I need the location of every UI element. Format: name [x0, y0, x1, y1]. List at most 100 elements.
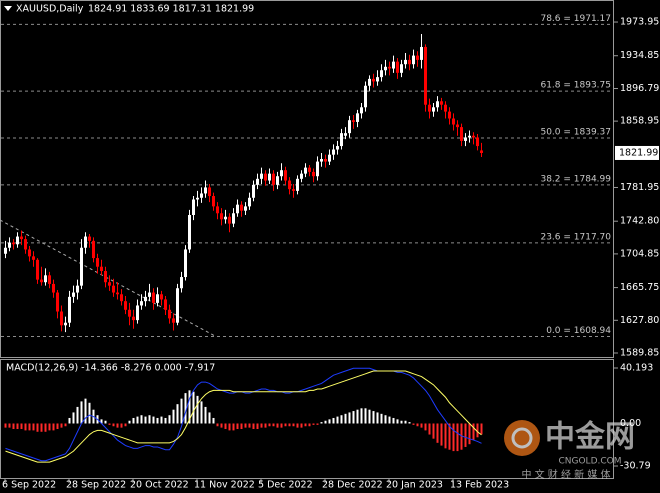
histogram-bar [172, 409, 175, 424]
candle-body [272, 173, 275, 185]
histogram-bar [84, 398, 87, 424]
candle-body [388, 66, 391, 69]
histogram-bar [380, 413, 383, 424]
candle-body [468, 135, 471, 138]
histogram-bar [276, 423, 279, 428]
candle-body [344, 133, 347, 136]
x-tick-label: 6 Sep 2022 [2, 480, 56, 491]
y-tick-label: 1742.80 [620, 216, 659, 227]
ohlc-label: 1824.91 1833.69 1817.31 1821.99 [88, 4, 254, 15]
candle-body [336, 146, 339, 150]
candle-body [268, 173, 271, 181]
histogram-bar [72, 412, 75, 424]
candle-body [292, 189, 295, 191]
histogram-bar [260, 423, 263, 428]
histogram-bar [452, 423, 455, 452]
y-tick-label: 1973.95 [620, 17, 659, 28]
histogram-bar [104, 420, 107, 424]
histogram-bar [440, 423, 443, 446]
histogram-bar [420, 423, 423, 428]
histogram-bar [240, 423, 243, 430]
candle-body [184, 249, 187, 278]
candle-body [404, 59, 407, 65]
candle-body [204, 187, 207, 194]
y-tick-label: 1704.85 [620, 248, 659, 259]
histogram-bar [192, 391, 195, 424]
candle-body [108, 282, 111, 286]
candle-body [84, 236, 87, 248]
watermark-tagline: 中 文 财 经 新 媒 体 [521, 468, 610, 481]
x-tick-label: 28 Dec 2022 [322, 480, 383, 491]
candle-body [464, 137, 467, 141]
candle-body [424, 46, 427, 105]
candle-body [40, 279, 43, 283]
candle-body [220, 213, 223, 220]
candle-body [248, 197, 251, 207]
histogram-bar [256, 423, 259, 430]
histogram-bar [456, 423, 459, 452]
candle-body [364, 85, 367, 108]
candle-body [456, 124, 459, 128]
candle-body [216, 206, 219, 214]
histogram-bar [156, 417, 159, 424]
histogram-bar [80, 401, 83, 424]
candle-body [328, 154, 331, 162]
histogram-bar [388, 416, 391, 424]
watermark-brand: 中金网 [545, 420, 635, 455]
histogram-bar [272, 423, 275, 427]
histogram-bar [200, 401, 203, 424]
candle-body [284, 170, 287, 181]
histogram-bar [248, 423, 251, 428]
histogram-bar [196, 395, 199, 424]
candle-body [200, 193, 203, 198]
candle-body [160, 294, 163, 300]
candle-body [88, 236, 91, 241]
histogram-bar [304, 423, 307, 427]
candle-body [232, 213, 235, 224]
candle-body [252, 184, 255, 198]
histogram-bar [236, 423, 239, 430]
histogram-bar [336, 416, 339, 424]
histogram-bar [8, 423, 11, 428]
histogram-bar [28, 423, 31, 431]
candle-body [356, 113, 359, 122]
candle-body [80, 247, 83, 286]
histogram-bar [232, 423, 235, 431]
fib-label: 78.6 = 1971.17 [540, 14, 611, 24]
histogram-bar [460, 423, 463, 450]
histogram-bar [384, 415, 387, 424]
candle-body [384, 66, 387, 71]
histogram-bar [16, 423, 19, 430]
histogram-bar [168, 415, 171, 424]
candle-body [416, 55, 419, 60]
candle-body [316, 161, 319, 177]
candle-body [264, 173, 267, 181]
candle-body [320, 158, 323, 162]
histogram-bar [188, 390, 191, 424]
candle-body [312, 171, 315, 177]
candle-body [28, 249, 31, 257]
histogram-bar [280, 423, 283, 428]
histogram-bar [124, 423, 127, 427]
histogram-bar [180, 398, 183, 424]
fib-label: 0.0 = 1608.94 [546, 326, 611, 336]
histogram-bar [356, 409, 359, 424]
candle-body [48, 275, 51, 284]
macd-title: MACD(12,26,9) -14.366 -8.276 0.000 -7.91… [6, 363, 215, 374]
candle-body [32, 256, 35, 260]
histogram-bar [140, 415, 143, 424]
candle-body [172, 318, 175, 323]
histogram-bar [424, 423, 427, 431]
candle-body [348, 120, 351, 134]
histogram-bar [160, 416, 163, 424]
candle-body [104, 271, 107, 283]
x-tick-label: 20 Jan 2023 [386, 480, 443, 491]
histogram-bar [128, 420, 131, 424]
candle-body [208, 187, 211, 197]
y-tick-label: 1896.79 [620, 83, 659, 94]
candle-body [76, 285, 79, 293]
candle-body [72, 292, 75, 297]
histogram-bar [152, 416, 155, 424]
